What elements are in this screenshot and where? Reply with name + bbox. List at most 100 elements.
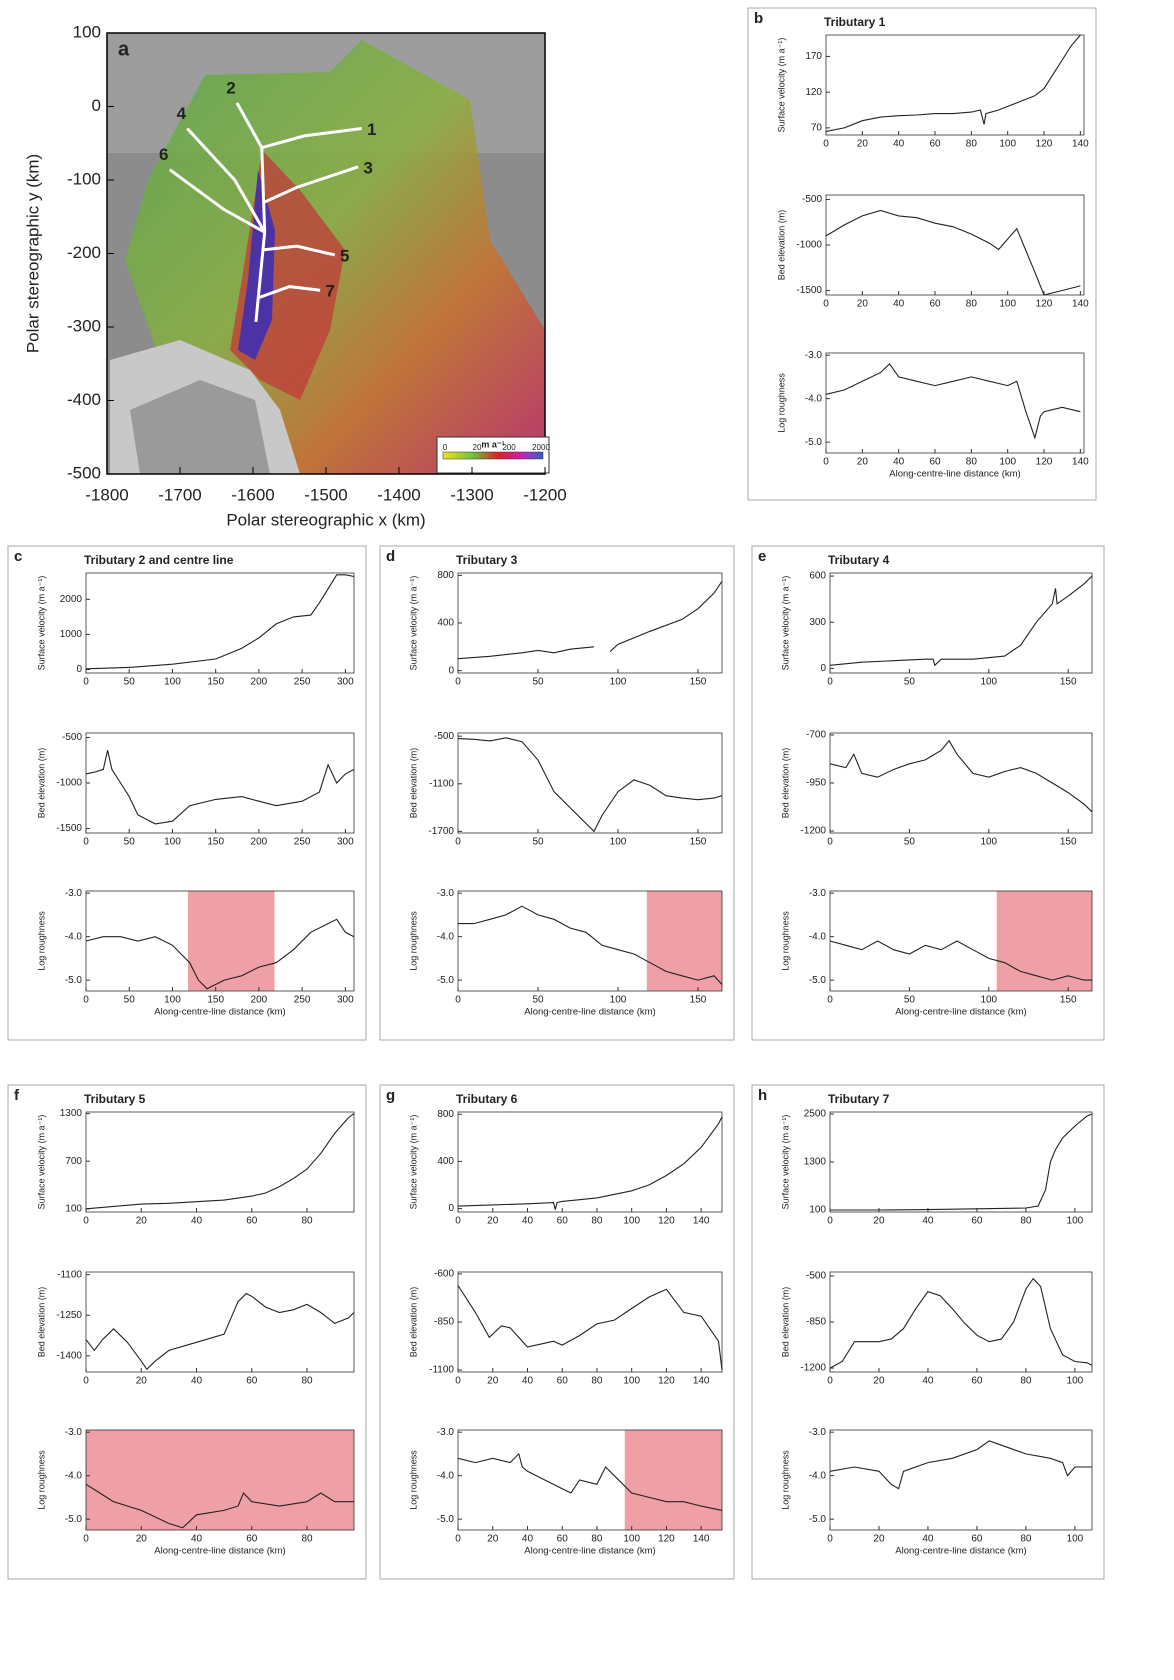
x-tick-label: 250 xyxy=(294,995,311,1006)
profile-line xyxy=(826,211,1080,296)
x-tick-label: 200 xyxy=(251,995,268,1006)
x-tick-label: 50 xyxy=(532,837,544,848)
y-tick-label: -1250 xyxy=(56,1310,82,1321)
x-tick-label: 40 xyxy=(893,457,905,468)
colorbar-tick-label: 0 xyxy=(443,443,448,452)
x-tick-label: 60 xyxy=(246,1216,258,1227)
x-tick-label: 100 xyxy=(164,677,181,688)
y-tick-label: -300 xyxy=(67,316,101,335)
y-axis-label: Bed elevation (m) xyxy=(36,748,46,819)
x-tick-label: 80 xyxy=(966,299,978,310)
plot-frame xyxy=(830,573,1092,673)
x-tick-label: 40 xyxy=(522,1216,534,1227)
x-axis-label: Polar stereographic x (km) xyxy=(226,510,425,529)
x-tick-label: 0 xyxy=(83,837,89,848)
profile-line xyxy=(458,581,722,658)
x-tick-label: 40 xyxy=(922,1534,934,1545)
panel-title: Tributary 6 xyxy=(456,1092,518,1106)
panel-label: c xyxy=(14,548,22,565)
x-tick-label: 60 xyxy=(929,139,941,150)
x-tick-label: 0 xyxy=(83,995,89,1006)
profile-line xyxy=(86,1114,354,1209)
profile-line xyxy=(458,1286,722,1371)
y-tick-label: 1000 xyxy=(60,629,83,640)
plot-frame xyxy=(458,1272,722,1372)
profile-line xyxy=(830,1114,1092,1210)
profile-line xyxy=(826,364,1080,438)
y-tick-label: 0 xyxy=(448,665,454,676)
x-tick-label: 20 xyxy=(136,1216,148,1227)
y-tick-label: -850 xyxy=(434,1317,454,1328)
y-tick-label: -4.0 xyxy=(65,931,83,942)
x-tick-label: 120 xyxy=(1036,457,1053,468)
tributary-label: 4 xyxy=(177,104,187,123)
highlight-region xyxy=(86,1430,354,1530)
y-tick-label: 120 xyxy=(805,87,822,98)
colorbar-tick-label: 2000 xyxy=(532,443,550,452)
y-tick-label: -3.0 xyxy=(437,888,455,899)
panel-label: e xyxy=(758,548,766,565)
panel-label: d xyxy=(386,548,395,565)
x-tick-label: 0 xyxy=(455,1376,461,1387)
y-tick-label: -1100 xyxy=(429,778,454,789)
colorbar-title: m a⁻¹ xyxy=(481,439,504,449)
y-tick-label: 0 xyxy=(92,96,101,115)
x-tick-label: 120 xyxy=(1036,299,1053,310)
y-tick-label: 0 xyxy=(820,663,826,674)
y-tick-label: -1400 xyxy=(56,1350,82,1361)
profile-line xyxy=(830,576,1092,665)
x-tick-label: 80 xyxy=(591,1216,603,1227)
x-tick-label: 80 xyxy=(591,1376,603,1387)
x-tick-label: 140 xyxy=(1072,457,1089,468)
y-tick-label: -3.0 xyxy=(65,1427,83,1438)
y-tick-label: -5.0 xyxy=(809,1514,827,1525)
x-tick-label: 140 xyxy=(1072,299,1089,310)
x-tick-label: 50 xyxy=(532,995,544,1006)
x-tick-label: 250 xyxy=(294,677,311,688)
x-tick-label: 40 xyxy=(922,1376,934,1387)
plot-frame xyxy=(86,733,354,833)
x-tick-label: 100 xyxy=(980,837,997,848)
profile-line xyxy=(86,750,354,824)
x-tick-label: 20 xyxy=(873,1216,885,1227)
tributary-label: 1 xyxy=(367,120,376,139)
y-tick-label: -3.0 xyxy=(437,1427,455,1438)
y-axis-label: Bed elevation (m) xyxy=(36,1287,46,1358)
x-tick-label: 100 xyxy=(999,139,1016,150)
y-tick-label: -1500 xyxy=(56,823,82,834)
y-tick-label: -100 xyxy=(67,169,101,188)
x-tick-label: 40 xyxy=(522,1376,534,1387)
y-axis-label: Surface velocity (m a⁻¹) xyxy=(780,576,790,671)
x-axis-label: Along-centre-line distance (km) xyxy=(889,469,1020,480)
y-tick-label: -1500 xyxy=(796,285,822,296)
x-tick-label: 300 xyxy=(337,837,354,848)
x-axis-label: Along-centre-line distance (km) xyxy=(895,1546,1026,1557)
panel-label: b xyxy=(754,10,763,27)
y-tick-label: -950 xyxy=(806,778,826,789)
tributary-label: 7 xyxy=(325,282,334,301)
x-tick-label: 0 xyxy=(83,1376,89,1387)
x-tick-label: 200 xyxy=(251,837,268,848)
y-tick-label: -4.0 xyxy=(437,1470,455,1481)
profile-line xyxy=(86,575,354,669)
y-tick-label: -600 xyxy=(434,1269,454,1280)
x-tick-label: 20 xyxy=(873,1534,885,1545)
x-tick-label: 100 xyxy=(164,995,181,1006)
x-tick-label: 120 xyxy=(1036,139,1053,150)
x-tick-label: 100 xyxy=(1067,1376,1084,1387)
x-axis-label: Along-centre-line distance (km) xyxy=(524,1007,655,1018)
profile-line xyxy=(830,1279,1092,1369)
y-tick-label: 100 xyxy=(809,1205,826,1216)
y-tick-label: -500 xyxy=(434,731,454,742)
x-tick-label: 40 xyxy=(522,1534,534,1545)
x-tick-label: 60 xyxy=(971,1376,983,1387)
y-tick-label: 2500 xyxy=(804,1109,827,1120)
profile-line xyxy=(826,35,1080,131)
x-tick-label: 60 xyxy=(557,1376,569,1387)
y-axis-label: Log roughness xyxy=(780,911,790,971)
y-axis-label: Surface velocity (m a⁻¹) xyxy=(408,576,418,671)
x-tick-label: 100 xyxy=(980,677,997,688)
figure: -1800-1700-1600-1500-1400-1300-1200-500-… xyxy=(0,0,1174,1680)
y-tick-label: 70 xyxy=(811,122,823,133)
x-tick-label: 150 xyxy=(1060,677,1077,688)
